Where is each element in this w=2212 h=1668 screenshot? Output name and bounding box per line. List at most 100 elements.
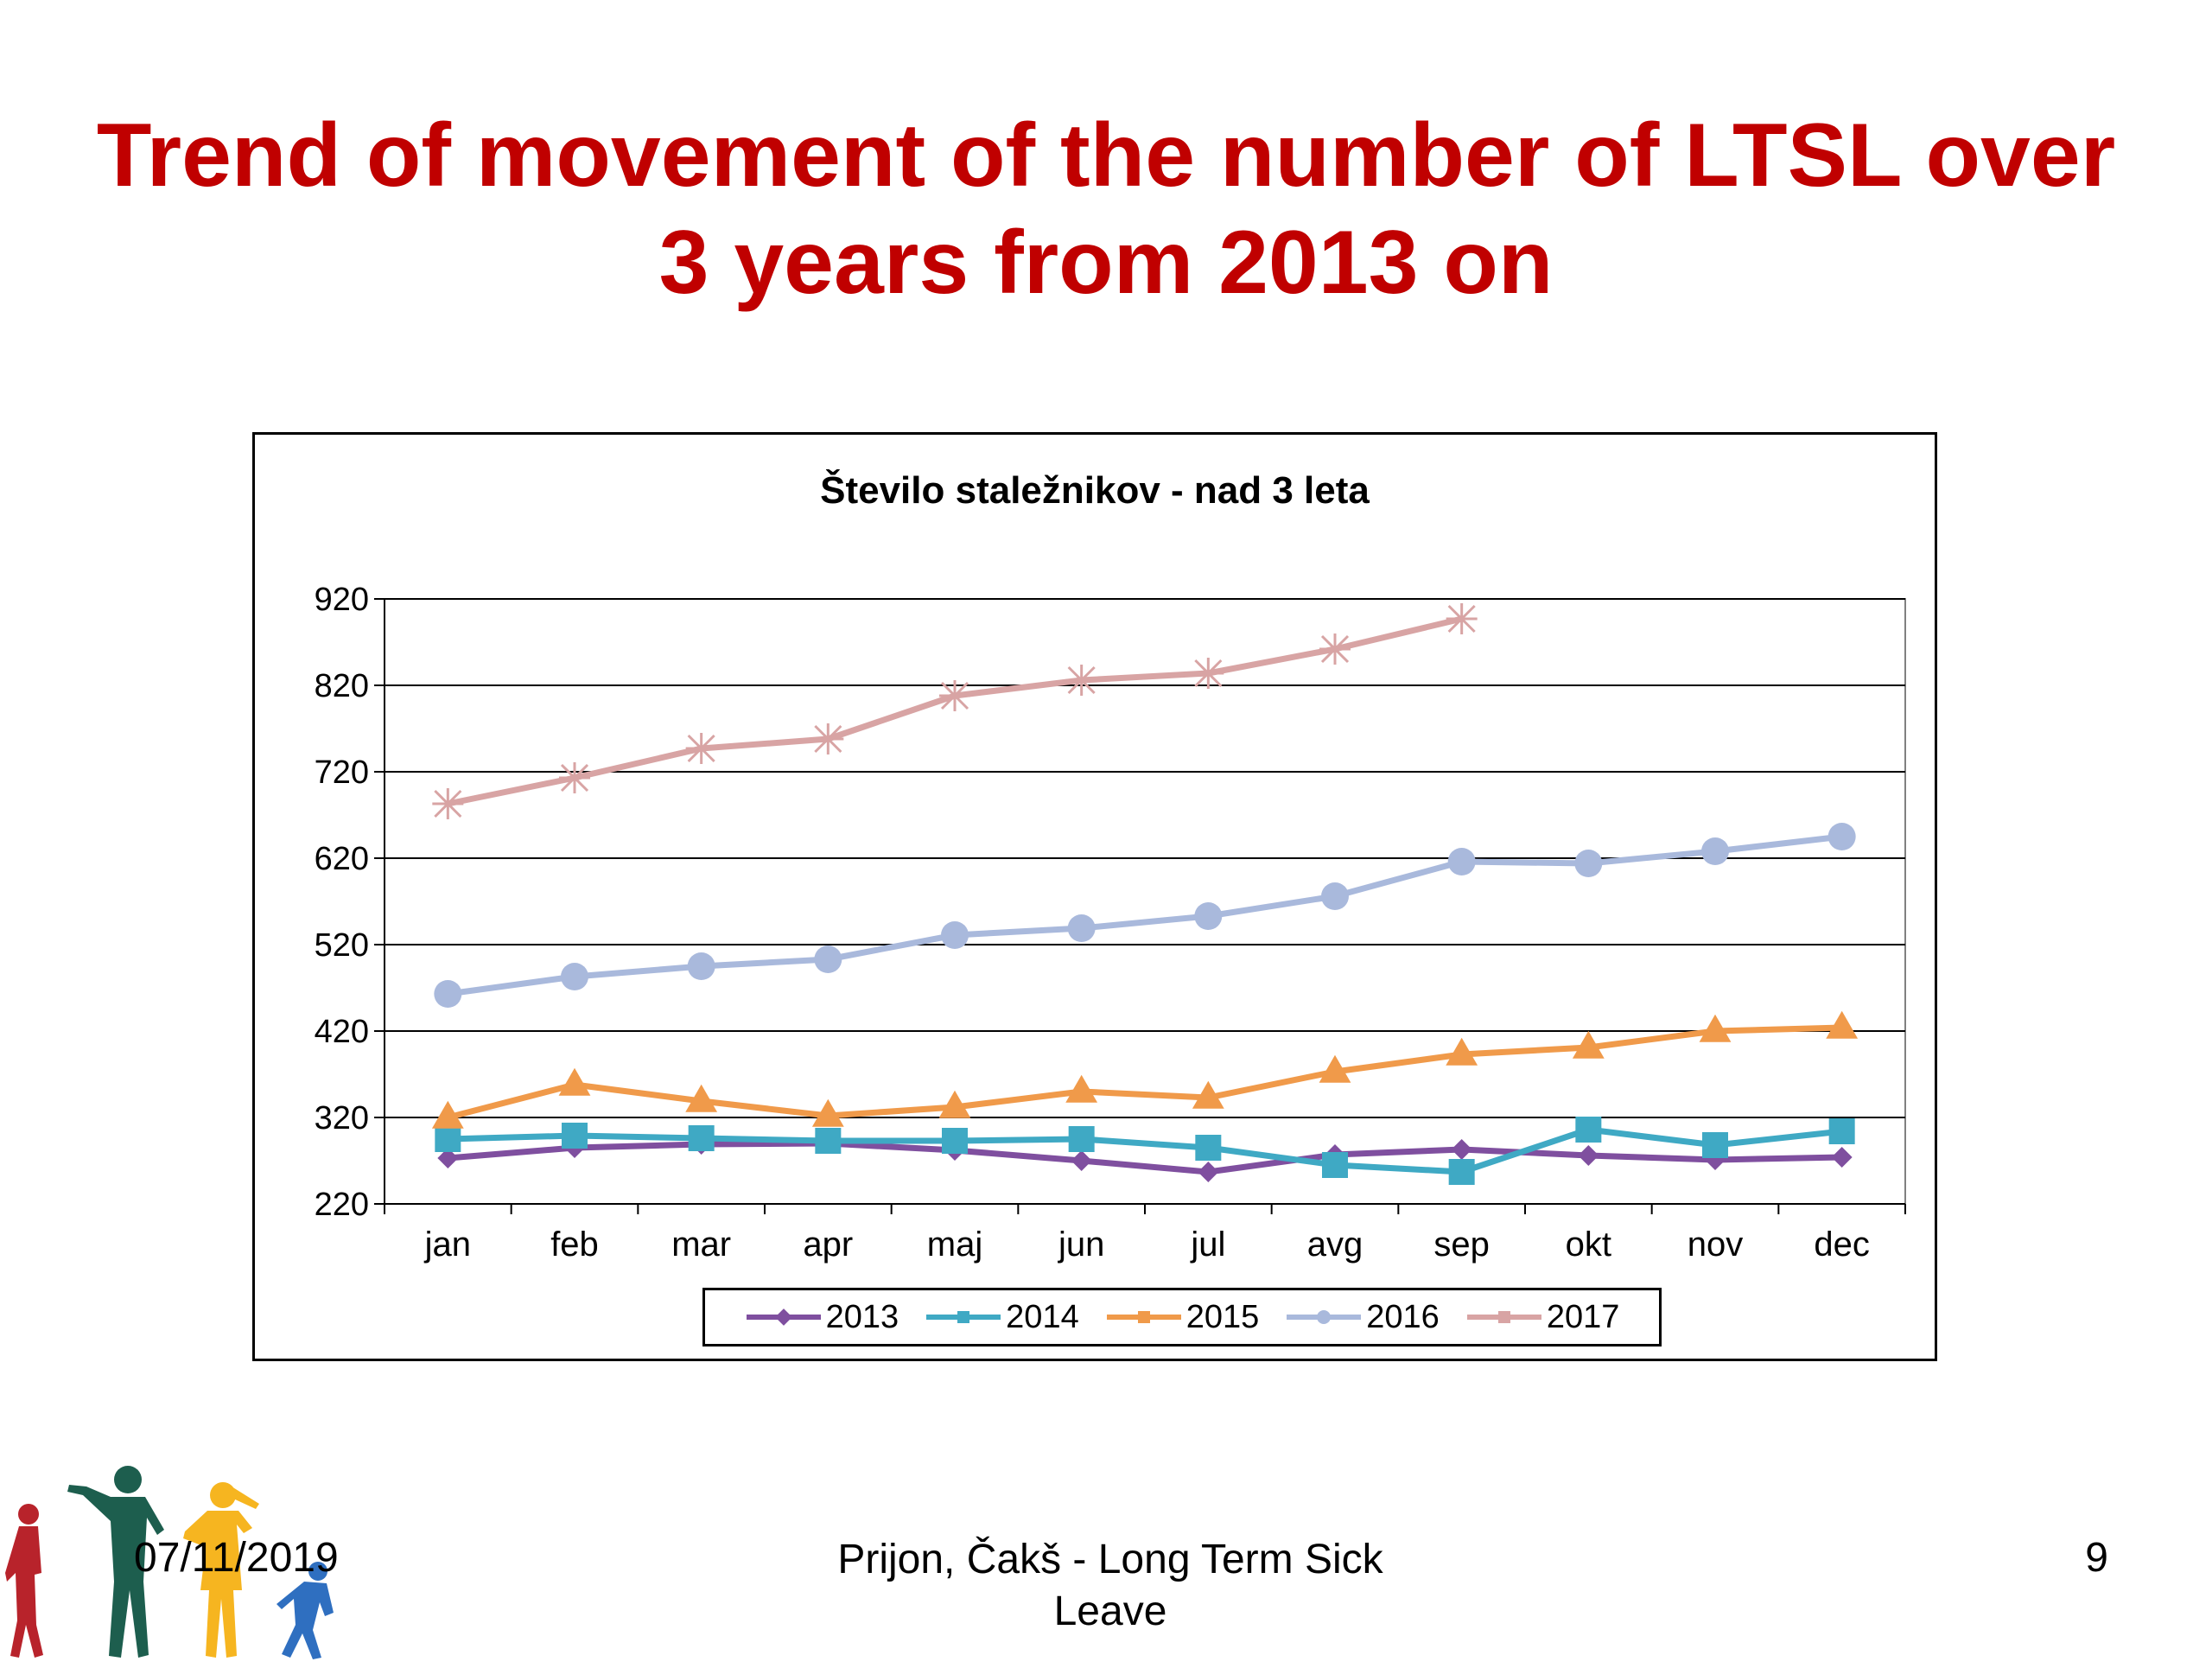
legend-item-2017: 2017	[1465, 1298, 1620, 1336]
y-tick-label: 320	[315, 1100, 369, 1136]
x-tick-label: avg	[1307, 1226, 1363, 1264]
legend-label: 2016	[1366, 1298, 1440, 1335]
y-tick-label: 920	[315, 582, 369, 618]
data-point-2014	[1828, 1118, 1855, 1144]
legend-item-2014: 2014	[925, 1299, 1079, 1336]
data-point-2017	[1065, 665, 1097, 696]
data-point-2014	[1575, 1117, 1602, 1143]
y-tick-label: 220	[315, 1187, 369, 1223]
data-point-2013	[1451, 1139, 1472, 1160]
data-point-2017	[1192, 658, 1224, 689]
x-tick-label: mar	[671, 1226, 731, 1264]
series-line-2014	[448, 1126, 1843, 1175]
data-point-2017	[812, 723, 844, 754]
data-point-2015	[1572, 1030, 1605, 1059]
data-point-2015	[558, 1067, 591, 1096]
data-point-2015	[938, 1090, 971, 1118]
legend-swatch	[746, 1308, 821, 1326]
data-point-2013	[1198, 1162, 1219, 1182]
data-point-2014	[688, 1125, 715, 1151]
data-point-2016	[434, 980, 462, 1008]
data-point-2015	[1192, 1080, 1224, 1109]
legend-label: 2013	[825, 1298, 899, 1335]
data-point-2013	[1071, 1150, 1092, 1171]
data-point-2014	[942, 1128, 968, 1154]
x-tick-label: jan	[424, 1226, 471, 1264]
data-point-2014	[1195, 1135, 1222, 1161]
data-point-2016	[814, 945, 842, 973]
data-point-2015	[685, 1084, 718, 1112]
data-point-2015	[1826, 1010, 1859, 1039]
data-point-2015	[1446, 1037, 1478, 1066]
series-line-2015	[447, 1024, 1842, 1121]
x-tick-label: apr	[803, 1226, 853, 1264]
legend-label: 2014	[1006, 1298, 1079, 1335]
chart-title: Število staležnikov - nad 3 leta	[820, 469, 1370, 512]
data-point-2016	[941, 921, 969, 949]
chart-frame: Število staležnikov - nad 3 leta 220 320 4…	[252, 432, 1937, 1361]
data-point-2016	[561, 963, 588, 990]
people-silhouettes-logo	[5, 1466, 334, 1659]
x-tick-label: maj	[927, 1226, 982, 1264]
data-point-2013	[1578, 1145, 1599, 1166]
data-point-2016	[1321, 882, 1349, 910]
slide-title: Trend of movement of the number of LTSL …	[0, 102, 2212, 316]
plot-area	[384, 598, 1906, 1205]
data-point-2014	[435, 1126, 461, 1152]
data-point-2015	[431, 1100, 464, 1129]
legend-item-2015: 2015	[1105, 1298, 1260, 1336]
data-point-2016	[1447, 848, 1476, 875]
data-point-2016	[687, 952, 715, 980]
x-tick-label: dec	[1814, 1226, 1870, 1264]
data-point-2014	[815, 1128, 842, 1154]
legend-swatch	[1287, 1310, 1362, 1324]
series-line-2013	[448, 1140, 1842, 1175]
data-point-2017	[432, 788, 464, 819]
data-point-2014	[1702, 1132, 1728, 1158]
series-line-2016	[447, 833, 1843, 997]
data-point-2015	[1065, 1074, 1098, 1103]
data-point-2016	[1067, 914, 1096, 942]
data-point-2017	[1319, 633, 1351, 665]
data-point-2015	[1699, 1014, 1732, 1042]
data-point-2014	[1322, 1152, 1348, 1178]
footer-date: 07/11/2019	[134, 1535, 339, 1581]
data-point-2016	[1701, 837, 1729, 865]
data-point-2017	[1446, 603, 1478, 634]
legend-swatch	[1466, 1311, 1541, 1323]
slide-title-line-1: Trend of movement of the number of LTSL …	[96, 105, 2116, 206]
x-tick-label: okt	[1566, 1226, 1611, 1264]
data-point-2015	[1319, 1054, 1351, 1083]
y-tick-label: 720	[315, 754, 369, 791]
data-point-2017	[559, 762, 590, 793]
data-point-2014	[1068, 1126, 1095, 1152]
slide-title-line-2: 3 years from 2013 on	[658, 213, 1554, 313]
line-chart: 220 320 420 520 620 720 820 920 jan feb mar apr maj j…	[315, 582, 1906, 1264]
legend-label: 2017	[1546, 1298, 1620, 1335]
x-tick-label: feb	[550, 1226, 599, 1264]
x-tick-label: jun	[1058, 1226, 1104, 1264]
data-point-2014	[562, 1123, 588, 1149]
page-number: 9	[2085, 1535, 2108, 1581]
data-point-2017	[939, 680, 970, 711]
legend-label: 2015	[1185, 1298, 1260, 1335]
legend-swatch	[926, 1311, 1001, 1323]
data-point-2015	[811, 1098, 844, 1127]
footer-text: Prijon, Čakš - Long Term Sick Leave	[837, 1537, 1383, 1634]
data-point-2016	[1194, 902, 1223, 930]
y-tick-label: 420	[315, 1014, 369, 1050]
data-point-2014	[1448, 1159, 1475, 1185]
legend-item-2013: 2013	[745, 1299, 899, 1336]
data-point-2013	[437, 1148, 459, 1168]
y-tick-label: 620	[315, 841, 369, 877]
legend-item-2016: 2016	[1285, 1299, 1440, 1336]
data-point-2013	[1831, 1147, 1853, 1168]
data-point-2017	[685, 733, 717, 764]
x-tick-label: jul	[1190, 1226, 1225, 1264]
chart-legend: 2013 2014 2015 2016 2017	[702, 1288, 1662, 1346]
x-tick-label: sep	[1433, 1226, 1490, 1264]
data-point-2016	[1574, 850, 1603, 877]
data-point-2016	[1827, 823, 1856, 850]
y-tick-label: 820	[315, 668, 369, 704]
y-tick-label: 520	[315, 927, 369, 964]
